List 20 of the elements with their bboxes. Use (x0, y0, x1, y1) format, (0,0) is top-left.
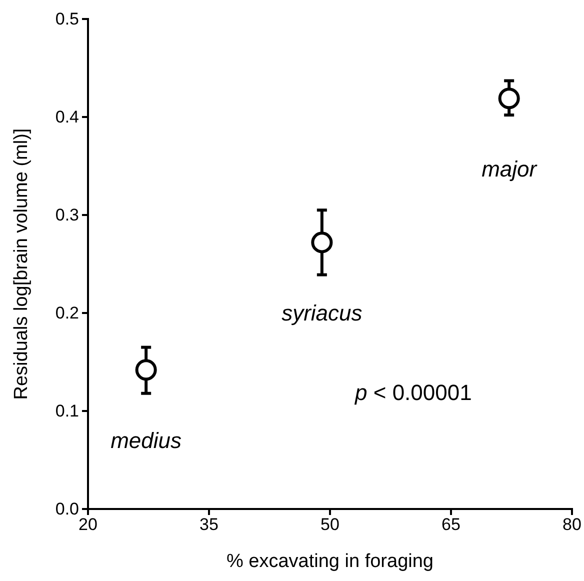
x-tick-label: 65 (442, 515, 460, 534)
y-tick-label: 0.2 (55, 303, 79, 322)
annotation: major (482, 156, 538, 182)
y-tick-label: 0.5 (55, 9, 79, 28)
x-tick-label: 50 (320, 515, 340, 534)
point (498, 88, 520, 110)
x-axis-title: % excavating in foraging (226, 551, 434, 572)
annotation: medius (110, 428, 182, 453)
y-axis-title: Residuals log[brain volume (ml)] (11, 128, 32, 400)
annotation: syriacus (282, 300, 362, 326)
y-tick-label: 0.0 (55, 499, 79, 518)
point (135, 359, 157, 381)
point (311, 232, 333, 254)
y-tick-label: 0.4 (55, 107, 79, 126)
annotation: p < 0.00001 (354, 380, 472, 405)
y-tick-label: 0.1 (55, 401, 79, 420)
y-tick-label: 0.3 (55, 205, 79, 224)
x-tick-label: 20 (78, 515, 98, 534)
x-tick-label: 80 (562, 515, 582, 534)
x-tick-label: 35 (200, 515, 218, 534)
